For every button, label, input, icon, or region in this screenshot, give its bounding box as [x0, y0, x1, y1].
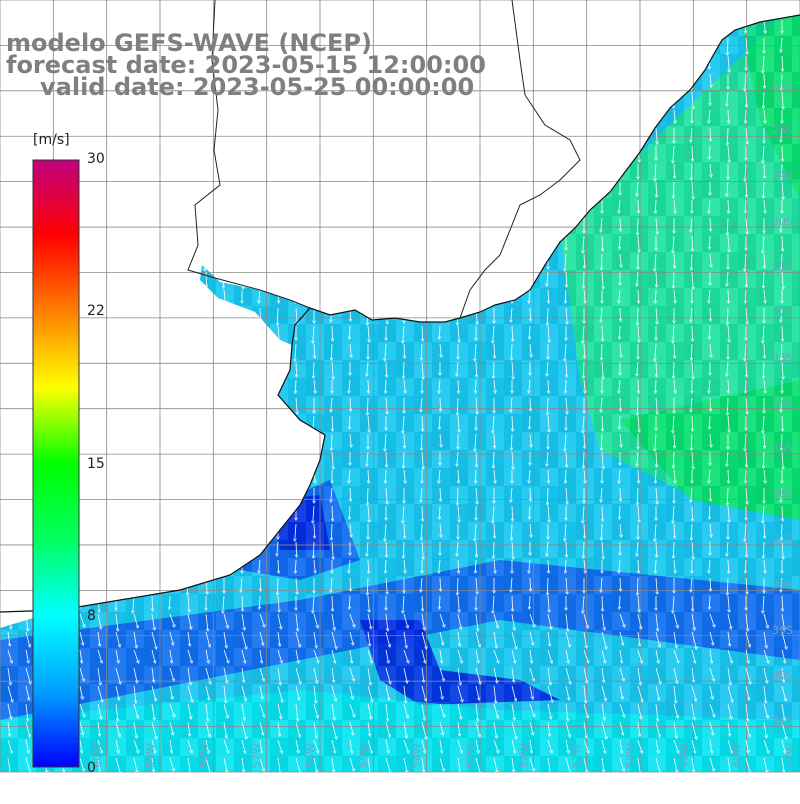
lon-label-55w: 55W: [357, 743, 370, 768]
lon-label-49w: 49W: [677, 743, 690, 768]
colorbar-tick-0: 0: [87, 760, 96, 776]
lat-label-33s: 33S: [772, 351, 793, 364]
lon-label-52w: 52W: [517, 743, 530, 768]
longitude-labels: 61W60W59W58W57W56W55W54W53W52W51W50W49W4…: [37, 743, 797, 768]
lon-label-47w: 47W: [784, 743, 797, 768]
lat-label-28s: 28S: [772, 124, 793, 137]
lon-label-60w: 60W: [91, 743, 104, 768]
lon-label-59w: 59W: [144, 743, 157, 768]
colorbar-tick-22: 22: [87, 303, 105, 319]
lat-label-40s: 40S: [772, 669, 793, 682]
colorbar-tick-30: 30: [87, 151, 105, 167]
lat-label-41s: 41S: [772, 715, 793, 728]
country-border: [187, 0, 581, 319]
lat-label-38s: 38S: [772, 578, 793, 591]
colorbar-tick-15: 15: [87, 456, 105, 472]
colorbar-unit: [m/s]: [33, 132, 70, 148]
lon-label-57w: 57W: [251, 743, 264, 768]
lat-label-32s: 32S: [772, 306, 793, 319]
lat-label-39s: 39S: [772, 624, 793, 637]
valid-date: valid date: 2023-05-25 00:00:00: [40, 73, 475, 101]
colorbar-bar: [32, 159, 80, 768]
lon-label-51w: 51W: [571, 743, 584, 768]
lon-label-58w: 58W: [197, 743, 210, 768]
forecast-date: forecast date: 2023-05-15 12:00:00: [6, 51, 486, 79]
lat-label-31s: 31S: [772, 260, 793, 273]
lat-label-36s: 36S: [772, 488, 793, 501]
lat-label-34s: 34S: [772, 397, 793, 410]
latitude-labels: 27S 28S 29S 30S 31S 32S 33S 34S 35S 36S 37S 38S 39S 4…: [772, 79, 793, 728]
lon-label-53w: 53W: [464, 743, 477, 768]
lat-label-35s: 35S: [772, 442, 793, 455]
lon-label-56w: 56W: [304, 743, 317, 768]
lat-label-27s: 27S: [772, 79, 793, 92]
coastline: [0, 14, 800, 613]
lon-label-50w: 50W: [624, 743, 637, 768]
model-title: modelo GEFS-WAVE (NCEP): [6, 29, 372, 57]
lat-label-29s: 29S: [772, 170, 793, 183]
colorbar-tick-8: 8: [87, 608, 96, 624]
lon-label-54w: 54W: [411, 743, 424, 768]
lat-label-37s: 37S: [772, 533, 793, 546]
lon-label-48w: 48W: [731, 743, 744, 768]
lat-label-30s: 30S: [772, 215, 793, 228]
